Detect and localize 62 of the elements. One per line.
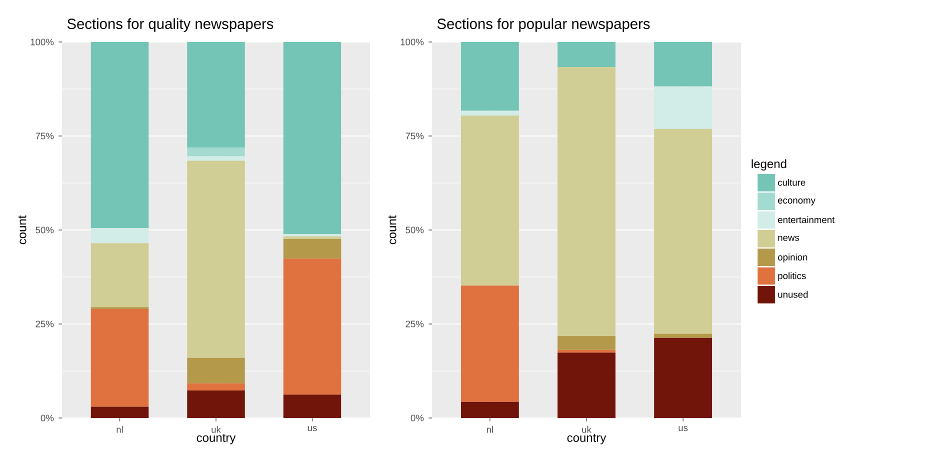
legend-label: unused bbox=[778, 290, 808, 298]
x-axis-title: country bbox=[196, 434, 236, 444]
y-tick-label: 50% bbox=[36, 226, 54, 234]
y-tick-label: 100% bbox=[400, 38, 424, 46]
bar bbox=[654, 128, 712, 334]
y-axis-title: count bbox=[388, 215, 396, 244]
bar bbox=[187, 390, 245, 418]
bar bbox=[460, 402, 519, 418]
y-tick-label: 50% bbox=[406, 226, 424, 234]
bar bbox=[90, 406, 149, 418]
x-tick-label: us bbox=[308, 426, 317, 432]
legend-label: opinion bbox=[778, 254, 808, 262]
y-tick-label: 75% bbox=[406, 132, 424, 140]
bar bbox=[283, 42, 342, 234]
bar bbox=[90, 308, 149, 407]
y-tick-label: 25% bbox=[406, 320, 424, 328]
bar bbox=[558, 350, 616, 353]
legend-label: politics bbox=[778, 272, 806, 281]
bar bbox=[558, 42, 616, 68]
bar bbox=[460, 116, 519, 286]
bar bbox=[283, 239, 342, 259]
y-tick-label: 25% bbox=[36, 320, 54, 328]
bar bbox=[283, 394, 342, 418]
bar bbox=[187, 160, 245, 358]
bar bbox=[187, 148, 245, 156]
x-tick-label: uk bbox=[582, 426, 592, 433]
bar bbox=[283, 258, 342, 395]
bar bbox=[460, 110, 519, 116]
bar bbox=[187, 358, 245, 384]
y-tick-label: 0% bbox=[40, 414, 54, 422]
chart-title: Sections for popular newspapers bbox=[437, 18, 650, 32]
legend-label: entertainment bbox=[778, 216, 835, 224]
y-tick-label: 75% bbox=[36, 132, 54, 140]
y-axis-title: count bbox=[18, 215, 26, 244]
bar bbox=[654, 42, 712, 86]
legend-title: legend bbox=[752, 159, 786, 170]
bar bbox=[654, 334, 712, 338]
legend-label: culture bbox=[778, 178, 806, 186]
x-tick-label: us bbox=[678, 426, 688, 432]
bar bbox=[460, 42, 519, 111]
bar bbox=[654, 338, 712, 418]
bar bbox=[283, 236, 342, 240]
bar bbox=[558, 352, 616, 418]
bar bbox=[90, 228, 149, 244]
bar bbox=[90, 243, 149, 308]
chart-title: Sections for quality newspapers bbox=[67, 18, 274, 32]
bar bbox=[558, 67, 616, 336]
bar bbox=[187, 42, 245, 148]
y-tick-label: 0% bbox=[410, 414, 424, 422]
legend-label: news bbox=[778, 236, 800, 241]
x-tick-label: uk bbox=[212, 426, 221, 433]
x-axis-title: country bbox=[567, 434, 606, 444]
y-tick-label: 100% bbox=[30, 38, 54, 46]
x-tick-label: nl bbox=[486, 426, 493, 433]
x-tick-label: nl bbox=[116, 426, 123, 433]
bar bbox=[187, 156, 245, 161]
bar bbox=[90, 42, 149, 228]
bar bbox=[558, 336, 616, 350]
bar bbox=[654, 86, 712, 129]
legend-label: economy bbox=[778, 198, 816, 206]
bar bbox=[460, 286, 519, 402]
bar bbox=[187, 383, 245, 391]
